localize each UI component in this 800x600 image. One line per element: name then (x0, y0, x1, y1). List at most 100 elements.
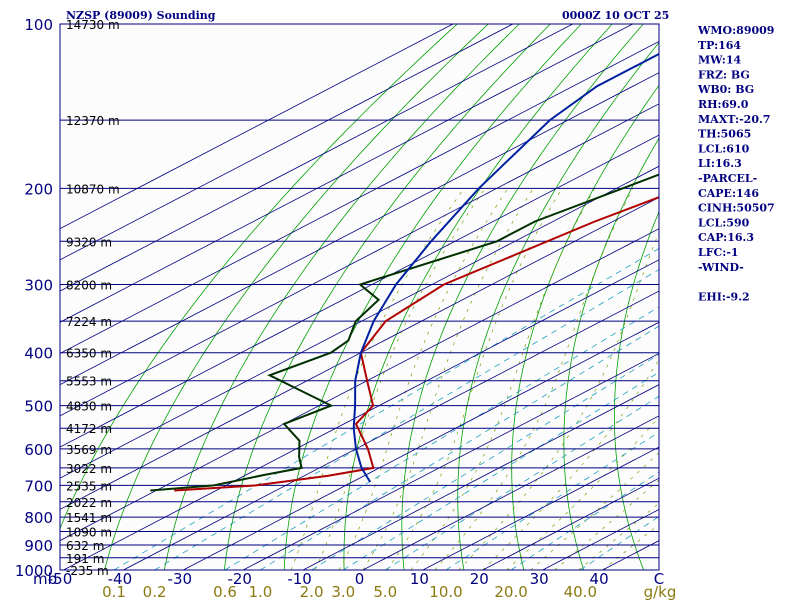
temperature-tick-label: 40 (590, 570, 609, 588)
dry-adiabat-line (60, 24, 458, 530)
height-label: 5553 m (66, 375, 112, 389)
temperature-tick-label: -10 (287, 570, 312, 588)
info-line: CAPE:146 (698, 187, 759, 200)
isotherm-line (63, 259, 659, 570)
isotherm-line (422, 446, 659, 570)
info-line: RH:69.0 (698, 98, 749, 111)
info-line: FRZ: BG (698, 68, 750, 81)
mixing-ratio-tick-label: 0.1 (102, 583, 126, 600)
temperature-tick-label: -30 (168, 570, 193, 588)
temperature-tick-label: 0 (355, 570, 365, 588)
info-line: LI:16.3 (698, 157, 742, 170)
plot-area (60, 24, 659, 570)
mixing-ratio-tick-label: 0.2 (143, 583, 167, 600)
isotherm-line (60, 103, 659, 417)
mixing-ratio-line (113, 247, 659, 570)
dry-adiabat-line (757, 24, 800, 570)
height-labels: 14730 m 12370 m 10870 m 9320 m 8200 m 7224 m 6… (66, 18, 120, 578)
dry-adiabat-line (343, 24, 613, 570)
pressure-tick-label: 100 (24, 16, 53, 34)
dewpoint-line (150, 173, 659, 492)
isotherm-line (60, 196, 659, 510)
temperature-tick-label: -40 (108, 570, 133, 588)
dry-adiabat-line (457, 41, 659, 570)
pressure-tick-labels: 100 200 300 400 500 600 700 800 900 1000 (15, 16, 53, 580)
info-line: TH:5065 (698, 128, 751, 141)
mixing-ratio-tick-label: 40.0 (564, 583, 597, 600)
temperature-tick-label: -50 (48, 570, 73, 588)
isotherm-line (60, 228, 659, 542)
dry-adiabat-line (511, 84, 659, 570)
mixing-ratio-tick-label: 5.0 (373, 583, 397, 600)
temperature-tick-label: -20 (227, 570, 252, 588)
time-label: 0000Z 10 OCT 25 (562, 9, 669, 22)
height-label: 3569 m (66, 443, 112, 457)
pressure-tick-label: 400 (24, 345, 53, 363)
info-line: MW:14 (698, 54, 741, 67)
isotherm-line (362, 415, 659, 570)
dry-adiabat-line (401, 24, 644, 570)
mixing-ratio-line (260, 325, 659, 570)
mixing-ratio-tick-label: 20.0 (494, 583, 527, 600)
isotherm-line (60, 24, 573, 292)
height-label: 632 m (66, 539, 104, 553)
mixing-ratio-line (311, 353, 659, 570)
pressure-tick-label: 800 (24, 509, 53, 527)
parcel-line (352, 52, 659, 483)
pressure-unit: mb (33, 570, 57, 588)
mixing-ratio-line (510, 471, 659, 570)
pressure-tick-label: 300 (24, 277, 53, 295)
isotherm-line (60, 24, 514, 261)
temperature-tick-label: 30 (530, 570, 549, 588)
height-label: 7224 m (66, 315, 112, 329)
height-label: 1541 m (66, 511, 112, 525)
dry-adiabat-line (164, 24, 520, 570)
moist-adiabat-line (362, 188, 534, 570)
mixing-ratio-tick-label: 2.0 (300, 583, 324, 600)
mixing-ratio-tick-label: g/kg (644, 583, 677, 600)
moist-adiabat-line (482, 358, 659, 570)
temperature-tick-label: C (654, 570, 664, 588)
isotherm-line (183, 321, 659, 570)
info-line: -WIND- (698, 261, 744, 274)
info-line: EHI:-9.2 (698, 290, 750, 303)
pressure-tick-label: 500 (24, 398, 53, 416)
temperature-tick-labels: -50 -40 -30 -20 -10 0 10 20 30 40 C (48, 570, 664, 588)
info-line: LCL:610 (698, 142, 750, 155)
temperature-tick-label: 20 (470, 570, 489, 588)
info-line: LFC:-1 (698, 246, 739, 259)
height-label: 6350 m (66, 347, 112, 361)
mixing-ratio-tick-label: 0.6 (213, 583, 237, 600)
info-line: -PARCEL- (698, 172, 757, 185)
height-label: 2535 m (66, 479, 112, 493)
isotherm-line (60, 24, 633, 323)
height-label: 9320 m (66, 235, 112, 249)
height-label: 4830 m (66, 400, 112, 414)
info-line: WMO:89009 (697, 24, 774, 37)
mixing-ratio-tick-label: 10.0 (429, 583, 462, 600)
station-title: NZSP (89009) Sounding (66, 9, 216, 22)
moist-adiabat-line (458, 231, 659, 570)
pressure-tick-label: 1000 (15, 562, 53, 580)
mixing-ratio-tick-labels: 0.1 0.2 0.6 1.0 2.0 3.0 5.0 10.0 20.0 40.0 g/kg (102, 583, 676, 600)
isotherm-line (60, 24, 454, 230)
pressure-tick-label: 900 (24, 537, 53, 555)
height-label: 8200 m (66, 279, 112, 293)
info-line: TP:164 (698, 39, 741, 52)
mixing-ratio-tick-label: 3.0 (331, 583, 355, 600)
pressure-tick-label: 200 (24, 180, 53, 198)
info-line: WB0: BG (697, 83, 754, 96)
height-label: 12370 m (66, 114, 120, 128)
height-label: 191 m (66, 552, 104, 566)
plot-frame (59, 23, 660, 571)
dry-adiabat-line (104, 24, 489, 570)
isotherm-line (482, 477, 659, 570)
isotherm-line (60, 41, 659, 354)
temperature-tick-label: 10 (410, 570, 429, 588)
pressure-tick-label: 600 (24, 441, 53, 459)
sounding-series (150, 52, 659, 492)
height-label: 4172 m (66, 422, 112, 436)
info-line: LCL:590 (698, 216, 750, 229)
